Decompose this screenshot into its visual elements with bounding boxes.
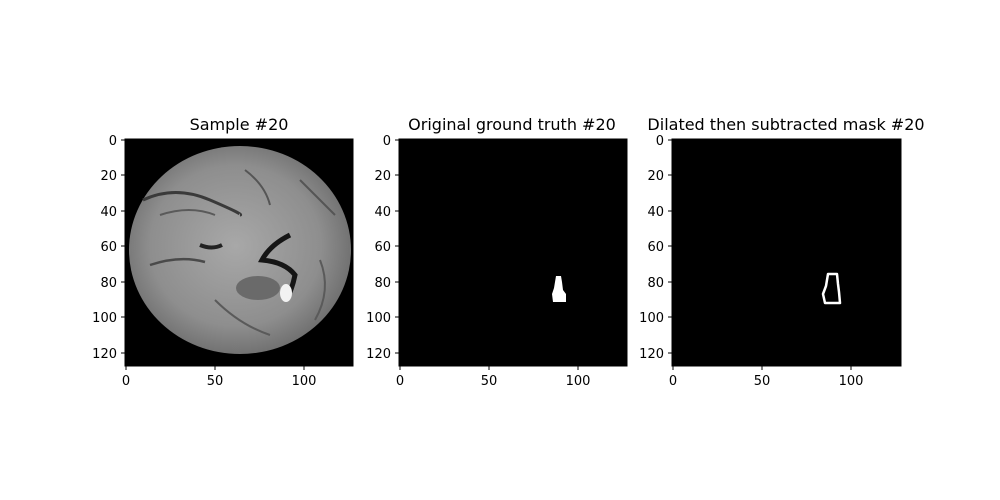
- sulcus: [149, 257, 206, 267]
- lesion-mask-filled: [552, 276, 566, 302]
- panel-title: Original ground truth #20: [408, 115, 616, 134]
- sulcus: [314, 259, 326, 321]
- y-tick-label: 60: [374, 240, 391, 255]
- y-tick-label: 20: [100, 169, 117, 184]
- lesion-hyperintensity: [280, 284, 292, 302]
- dark-region: [236, 276, 280, 300]
- y-tick-label: 20: [374, 169, 391, 184]
- y-tick-label: 80: [374, 276, 391, 291]
- y-tick-label: 80: [100, 276, 117, 291]
- y-tick-label: 100: [639, 311, 664, 326]
- y-tick-label: 0: [109, 134, 117, 149]
- y-tick-label: 40: [100, 205, 117, 220]
- y-tick-label: 120: [639, 347, 664, 362]
- x-tick-label: 100: [839, 374, 864, 389]
- sulcus: [214, 299, 271, 336]
- x-tick-label: 0: [122, 374, 130, 389]
- panel-title: Dilated then subtracted mask #20: [647, 115, 924, 134]
- x-tick-label: 0: [669, 374, 677, 389]
- y-tick-label: 40: [647, 205, 664, 220]
- y-tick-label: 60: [100, 240, 117, 255]
- y-tick-label: 120: [366, 347, 391, 362]
- axes-frame: [124, 138, 354, 367]
- lesion-mask-outline: [821, 272, 842, 305]
- mask-background: [399, 139, 627, 366]
- brain-image: [129, 146, 351, 354]
- y-tick-label: 40: [374, 205, 391, 220]
- x-tick-label: 100: [292, 374, 317, 389]
- x-tick-label: 50: [481, 374, 498, 389]
- mask-background: [672, 139, 901, 366]
- axes-frame: [398, 138, 628, 367]
- panel-title: Sample #20: [190, 115, 289, 134]
- y-tick-label: 0: [383, 134, 391, 149]
- brain-tissue: [129, 146, 351, 354]
- sulcus: [159, 209, 216, 216]
- panel-dilated-subtracted: Dilated then subtracted mask #20 0 20 40…: [639, 115, 924, 389]
- panel-ground-truth: Original ground truth #20 0 20 40 60 80 …: [366, 115, 628, 389]
- y-tick-label: 20: [647, 169, 664, 184]
- sulcus: [244, 169, 271, 206]
- x-tick-label: 50: [754, 374, 771, 389]
- y-tick-label: 120: [92, 347, 117, 362]
- panel-sample: Sample #20 0 20: [92, 115, 354, 389]
- x-tick-label: 0: [396, 374, 404, 389]
- x-tick-label: 100: [566, 374, 591, 389]
- x-tick-label: 50: [207, 374, 224, 389]
- axes-frame: [671, 138, 902, 367]
- y-tick-label: 100: [366, 311, 391, 326]
- y-tick-label: 0: [656, 134, 664, 149]
- y-tick-label: 60: [647, 240, 664, 255]
- sulcus: [299, 179, 336, 216]
- ventricle: [199, 243, 223, 250]
- y-tick-label: 100: [92, 311, 117, 326]
- y-tick-label: 80: [647, 276, 664, 291]
- sulcus: [142, 191, 243, 217]
